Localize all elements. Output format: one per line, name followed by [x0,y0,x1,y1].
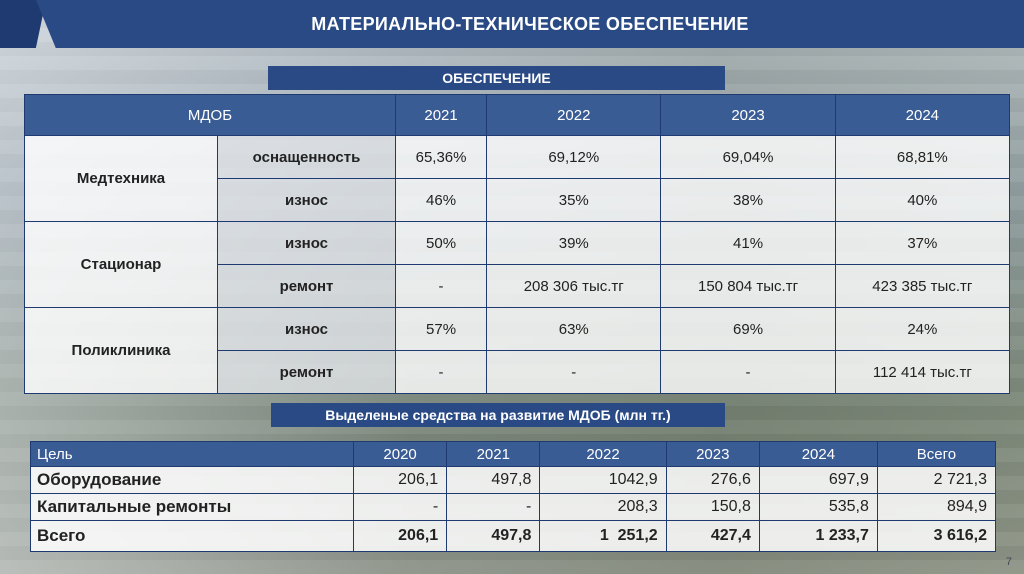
supply-header-row: МДОБ 2021 2022 2023 2024 [24,94,1011,136]
cell-value: 65,36% [394,135,488,179]
page-number: 7 [1005,556,1012,568]
cell-value: 41% [660,221,836,265]
cell-value: - [394,264,488,308]
supply-header-year: 2022 [486,94,662,136]
title-bar: МАТЕРИАЛЬНО-ТЕХНИЧЕСКОЕ ОБЕСПЕЧЕНИЕ [36,0,1024,48]
cell-value: - [486,350,662,394]
cell-value: 68,81% [834,135,1011,179]
cell-value: 1042,9 [539,466,667,494]
cell-value: 150 804 тыс.тг [660,264,836,308]
cell-value: 112 414 тыс.тг [834,350,1011,394]
cell-value: - [352,493,448,521]
funding-header-year: 2024 [758,441,878,467]
cell-value: - [660,350,836,394]
row-label: оснащенность [217,135,396,179]
cell-value: - [446,493,541,521]
cell-value: 40% [834,178,1011,222]
row-label: Всего [30,520,354,552]
row-label: Оборудование [30,466,354,494]
cell-value: 24% [834,307,1011,351]
cell-value: 38% [660,178,836,222]
cell-value: 427,4 [665,520,760,552]
cell-value: 35% [486,178,662,222]
cell-value: 1 233,7 [758,520,878,552]
cell-value: 69,04% [660,135,836,179]
cell-value: 535,8 [758,493,878,521]
page-title: МАТЕРИАЛЬНО-ТЕХНИЧЕСКОЕ ОБЕСПЕЧЕНИЕ [311,13,749,34]
cell-value: 497,8 [446,520,541,552]
row-label: ремонт [217,264,396,308]
funding-header-year: 2021 [446,441,541,467]
group-hospital: Стационар [24,221,218,308]
table-row: Капитальные ремонты - - 208,3 150,8 535,… [30,493,997,521]
cell-value: 276,6 [665,466,760,494]
cell-value: - [394,350,488,394]
funding-header-row: Цель 2020 2021 2022 2023 2024 Всего [30,441,997,467]
cell-value: 697,9 [758,466,878,494]
table-row: Медтехника оснащенность 65,36% 69,12% 69… [24,135,1011,222]
supply-table: МДОБ 2021 2022 2023 2024 Медтехника осна… [24,94,1011,394]
cell-value: 39% [486,221,662,265]
funding-header-year: 2020 [352,441,448,467]
total-row: Всего 206,1 497,8 1 251,2 427,4 1 233,7 … [30,520,997,552]
row-label: износ [217,178,396,222]
table-row: ремонт - - - 112 414 тыс.тг [25,350,1011,394]
cell-value: 46% [394,178,488,222]
row-label: износ [217,221,396,265]
cell-value: 423 385 тыс.тг [834,264,1011,308]
funding-header-total: Всего [876,441,997,467]
cell-value: 1 251,2 [539,520,667,552]
cell-value: 63% [486,307,662,351]
cell-value: 497,8 [446,466,541,494]
table-row: Оборудование 206,1 497,8 1042,9 276,6 69… [30,466,997,494]
cell-value: 50% [394,221,488,265]
table-row: Стационар износ 50% 39% 41% 37% [24,221,1011,308]
row-label: износ [217,307,396,351]
section1-heading: ОБЕСПЕЧЕНИЕ [268,66,725,90]
funding-header-year: 2022 [539,441,667,467]
cell-value: 3 616,2 [876,520,997,552]
cell-value: 206,1 [352,466,448,494]
table-row: Поликлиника износ 57% 63% 69% 24% [24,307,1011,394]
cell-value: 69,12% [486,135,662,179]
row-label: ремонт [217,350,396,394]
group-medtech: Медтехника [24,135,218,222]
funding-header-goal: Цель [30,441,354,467]
cell-value: 206,1 [352,520,448,552]
funding-header-year: 2023 [665,441,760,467]
cell-value: 208,3 [539,493,667,521]
cell-value: 37% [834,221,1011,265]
supply-header-mdob: МДОБ [24,94,396,136]
cell-value: 208 306 тыс.тг [486,264,662,308]
cell-value: 57% [394,307,488,351]
cell-value: 69% [660,307,836,351]
table-row: износ 46% 35% 38% 40% [25,178,1011,222]
supply-header-year: 2024 [834,94,1011,136]
cell-value: 150,8 [665,493,760,521]
section2-heading: Выделеные средства на развитие МДОБ (млн… [271,403,725,427]
table-row: ремонт - 208 306 тыс.тг 150 804 тыс.тг 4… [25,264,1011,308]
group-polyclinic: Поликлиника [24,307,218,394]
cell-value: 894,9 [876,493,997,521]
funding-table: Цель 2020 2021 2022 2023 2024 Всего Обор… [30,441,997,552]
supply-header-year: 2023 [660,94,836,136]
supply-header-year: 2021 [394,94,488,136]
row-label: Капитальные ремонты [30,493,354,521]
cell-value: 2 721,3 [876,466,997,494]
